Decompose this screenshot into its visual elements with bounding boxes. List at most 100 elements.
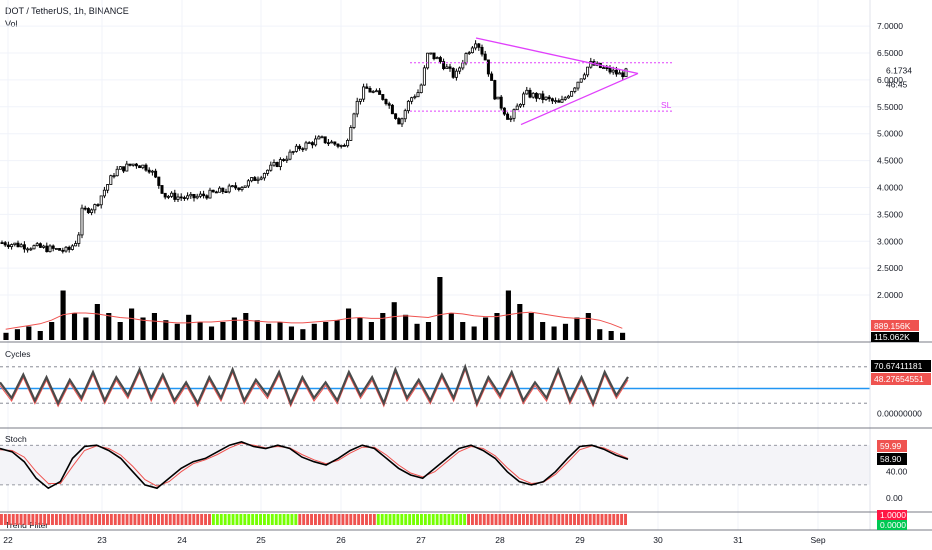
candle: [442, 58, 446, 71]
candle: [173, 189, 177, 202]
trend-filter-bar: [392, 514, 396, 525]
stoch-tick-label: 0.00: [886, 493, 903, 503]
candle: [467, 50, 471, 55]
candle-body: [566, 95, 570, 99]
candle: [221, 187, 225, 195]
candle-body: [29, 248, 33, 251]
stoch-band-fill: [0, 445, 870, 485]
candle-body: [352, 113, 356, 128]
candle-body: [496, 96, 500, 100]
candle: [394, 113, 398, 120]
trend-filter-bar: [502, 514, 506, 525]
volume-bar: [574, 317, 580, 340]
trend-filter-bar: [282, 514, 286, 525]
trend-filter-bar: [23, 514, 27, 525]
candle: [288, 149, 292, 161]
candle: [451, 67, 455, 79]
candle: [624, 67, 628, 78]
candle-body: [125, 163, 129, 172]
candle: [154, 168, 158, 179]
candle-body: [99, 195, 103, 206]
candle: [515, 103, 519, 111]
trend-filter-bar: [109, 514, 113, 525]
trend-filter-bar: [443, 514, 447, 525]
volume-bar: [482, 317, 489, 340]
candle-body: [19, 244, 23, 248]
trend-filter-bar: [188, 514, 192, 525]
candle-body: [122, 166, 126, 172]
candle-body: [422, 67, 426, 86]
candle: [464, 52, 468, 66]
candle: [38, 242, 42, 248]
x-tick-label: 24: [177, 535, 187, 545]
candle: [230, 185, 234, 188]
volume-bar: [528, 313, 534, 340]
candle-body: [243, 185, 247, 188]
volume-bar: [174, 323, 180, 340]
volume-bar: [140, 317, 146, 340]
level-label: SL: [661, 100, 672, 110]
candle: [566, 94, 570, 99]
trend-filter-bar: [180, 514, 184, 525]
stoch-label: Stoch: [5, 434, 27, 444]
candle-body: [112, 175, 116, 178]
x-tick-label: 31: [733, 535, 743, 545]
trend-filter-bar: [549, 514, 553, 525]
volume-bar: [380, 313, 386, 340]
candle-body: [323, 136, 327, 144]
candle: [310, 141, 314, 149]
candle-body: [445, 66, 449, 70]
candle: [493, 79, 497, 101]
trend-filter-bar: [19, 514, 23, 525]
candle: [182, 195, 186, 201]
candle-body: [554, 100, 558, 103]
candle: [205, 194, 209, 200]
candle-body: [371, 91, 375, 93]
candle: [387, 101, 391, 109]
candle-body: [355, 100, 359, 115]
volume-bar: [517, 304, 523, 340]
candle: [314, 135, 318, 147]
candle: [346, 138, 350, 148]
candle-body: [560, 99, 564, 103]
candle: [550, 97, 554, 104]
candle: [93, 203, 97, 214]
candle-body: [22, 244, 26, 250]
cycles-signal-line: [0, 368, 629, 408]
candle: [496, 96, 500, 100]
trend-filter-bar: [372, 514, 376, 525]
volume-bar: [391, 302, 397, 340]
trend-filter-bar: [239, 514, 243, 525]
trend-filter-bar: [235, 514, 239, 525]
volume-bar: [197, 322, 203, 340]
trend-filter-bar: [525, 514, 529, 525]
candle-body: [557, 100, 561, 103]
candle: [371, 90, 375, 94]
volume-bar: [49, 322, 55, 340]
cycles-value-b: 48.27654551: [874, 374, 924, 384]
trend-filter-bar: [153, 514, 156, 525]
trend-filter-bar: [266, 514, 270, 525]
candle-body: [10, 244, 14, 248]
candle: [282, 158, 286, 162]
cycles-value-b-badge: [871, 373, 931, 385]
cycles-pane: Cycles: [0, 349, 870, 408]
candle: [349, 125, 353, 141]
candle-body: [179, 196, 183, 199]
candle: [157, 176, 161, 189]
candle-body: [416, 92, 420, 98]
candle: [320, 135, 324, 139]
trend-filter-bar: [270, 514, 274, 525]
candle-body: [349, 127, 353, 141]
candle-body: [474, 43, 478, 49]
candle-body: [586, 66, 590, 76]
volume-bar: [231, 317, 237, 340]
trend-filter-bar: [160, 514, 164, 525]
trend-filter-bar: [204, 514, 208, 525]
candle: [61, 247, 65, 254]
candle-body: [173, 192, 177, 200]
candle-body: [102, 189, 106, 197]
candle-body: [240, 187, 244, 190]
candle-body: [509, 117, 513, 120]
